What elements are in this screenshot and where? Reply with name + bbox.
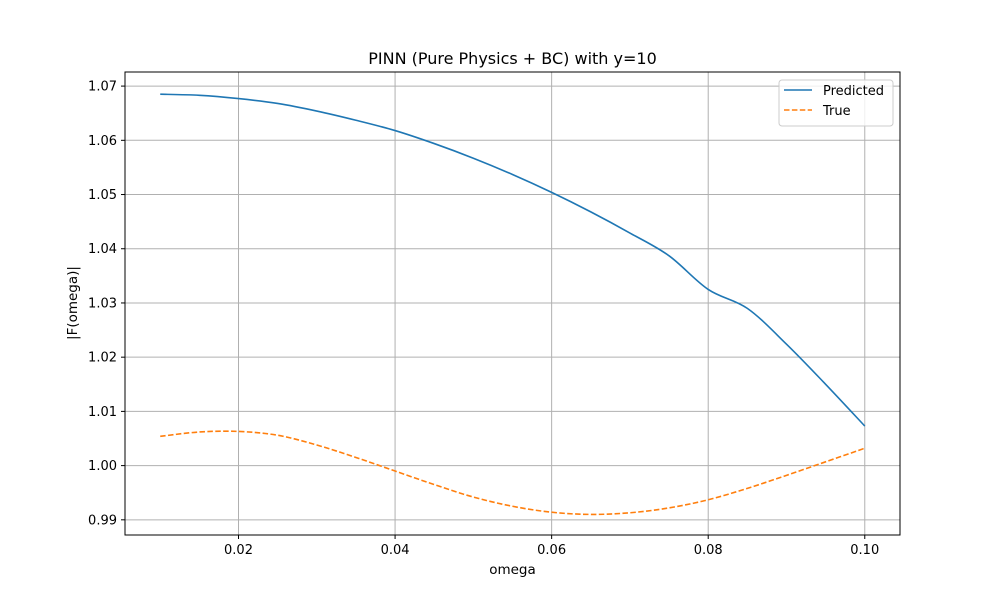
x-axis-label: omega (489, 562, 536, 578)
plot-frame (124, 71, 901, 536)
chart-title: PINN (Pure Physics + BC) with y=10 (368, 49, 657, 68)
y-tick-label: 1.06 (88, 134, 117, 149)
y-tick-label: 1.05 (88, 188, 117, 203)
y-tick-label: 1.00 (88, 459, 117, 474)
ticks: 0.02 0.04 0.06 0.08 0.10 0.99 1.00 1.01 1.02 1.03… (88, 80, 879, 558)
grid (125, 72, 900, 535)
x-tick-label: 0.06 (537, 543, 566, 558)
y-tick-label: 1.03 (88, 296, 117, 311)
legend-box (778, 79, 894, 127)
legend-label-predicted: Predicted (823, 84, 884, 99)
y-tick-label: 0.99 (88, 513, 117, 528)
y-tick-label: 1.04 (88, 242, 117, 257)
series-line-predicted (160, 93, 866, 427)
legend-label-true: True (822, 104, 851, 119)
x-tick-label: 0.04 (381, 543, 410, 558)
y-tick-label: 1.07 (88, 80, 117, 95)
y-axis-label: |F(omega)| (65, 266, 81, 340)
x-tick-label: 0.10 (850, 543, 879, 558)
y-tick-label: 1.02 (88, 351, 117, 366)
legend: Predicted True (778, 79, 894, 127)
x-tick-label: 0.02 (224, 543, 253, 558)
x-tick-label: 0.08 (694, 543, 723, 558)
series-line-true (160, 430, 866, 516)
y-tick-label: 1.01 (88, 405, 117, 420)
series-group (160, 93, 866, 516)
